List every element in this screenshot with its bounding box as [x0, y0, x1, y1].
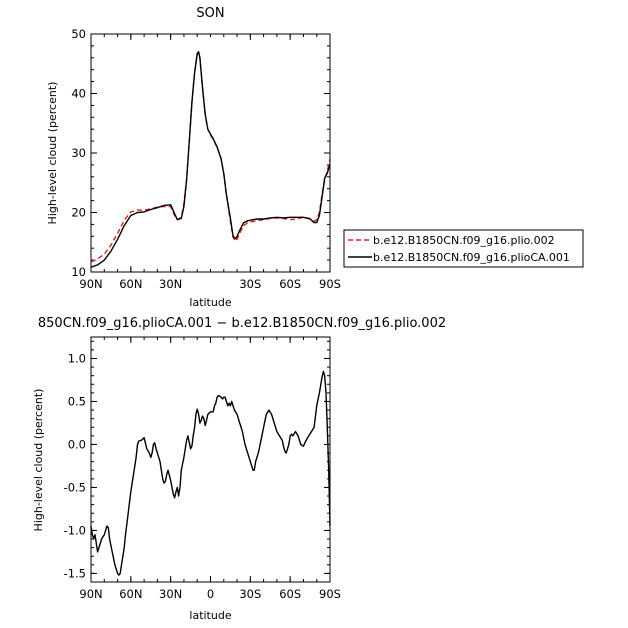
top-ylabel: High-level cloud (percent): [46, 82, 59, 225]
x-tick-label: 90N: [79, 587, 102, 601]
x-tick-label: 60S: [279, 587, 301, 601]
x-tick-label: 90S: [319, 587, 341, 601]
y-tick-label: 0.0: [68, 437, 86, 451]
top-plot-frame: [90, 33, 331, 273]
bottom-axes: -1.5 -1.0 -0.5 0.0 0.5 1.0 90N 60N 30N 0 30S 60S 90S: [64, 337, 341, 601]
top-panel: SON 10 20 30 40 50 90N 60N 30N 30S 60S 90S latitud…: [46, 6, 341, 309]
x-tick-label: 60S: [279, 277, 301, 291]
legend: b.e12.B1850CN.f09_g16.plio.002 b.e12.B18…: [343, 229, 584, 268]
x-tick-label: 0: [207, 587, 214, 601]
y-tick-label: 50: [71, 27, 86, 41]
y-tick-label: -0.5: [64, 480, 86, 494]
y-tick-label: -1.0: [64, 523, 86, 537]
x-tick-label: 30N: [159, 277, 182, 291]
series-line-0-1: [90, 51, 331, 268]
x-tick-label: 90N: [79, 277, 102, 291]
y-tick-label: 1.0: [68, 351, 86, 365]
x-tick-label: 60N: [119, 587, 142, 601]
top-title: SON: [196, 6, 224, 21]
y-tick-label: 10: [71, 265, 86, 279]
y-tick-label: 40: [71, 87, 86, 101]
bottom-plot-frame: [90, 336, 331, 583]
bottom-series-group: [90, 370, 331, 576]
series-line-1-0: [90, 370, 331, 576]
y-tick-label: 20: [71, 206, 86, 220]
series-line-0-0: [90, 51, 331, 263]
x-tick-label: 30S: [239, 277, 261, 291]
legend-label-plio: b.e12.B1850CN.f09_g16.plio.002: [373, 234, 555, 247]
x-tick-label: 60N: [119, 277, 142, 291]
top-axes: 10 20 30 40 50 90N 60N 30N 30S 60S 90S: [71, 27, 341, 291]
top-xlabel: latitude: [189, 296, 231, 309]
top-series-group: [90, 51, 331, 268]
x-tick-label: 30N: [159, 587, 182, 601]
legend-label-plioca: b.e12.B1850CN.f09_g16.plioCA.001: [373, 251, 570, 264]
legend-box: [343, 229, 584, 268]
bottom-ylabel: High-level cloud (percent): [32, 389, 45, 532]
bottom-title: 850CN.f09_g16.plioCA.001 − b.e12.B1850CN…: [38, 316, 446, 331]
bottom-xlabel: latitude: [189, 609, 231, 622]
x-tick-label: 30S: [239, 587, 261, 601]
x-tick-label: 90S: [319, 277, 341, 291]
y-tick-label: -1.5: [64, 566, 86, 580]
y-tick-label: 0.5: [68, 394, 86, 408]
y-tick-label: 30: [71, 146, 86, 160]
bottom-panel: 850CN.f09_g16.plioCA.001 − b.e12.B1850CN…: [32, 316, 446, 622]
